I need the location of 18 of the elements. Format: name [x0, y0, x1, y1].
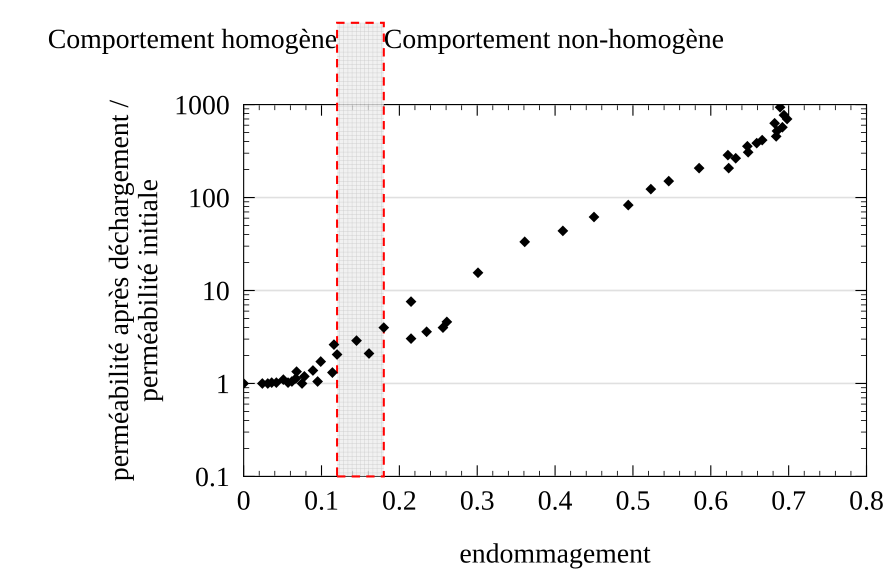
x-tick-label: 0.4: [538, 491, 572, 510]
y-tick-label: 1: [218, 374, 228, 394]
y-tick-label: 0.1: [196, 468, 228, 486]
y-axis-title: perméabilité après déchargement / perméabilité initiale: [108, 100, 164, 481]
y-tick-label: 10: [204, 282, 229, 300]
x-tick-label: 0: [238, 491, 250, 510]
x-tick-label: 0.5: [616, 491, 650, 510]
x-tick-label: 0.1: [305, 491, 338, 510]
x-axis-title: endommagement: [460, 543, 651, 569]
x-tick-label: 0.2: [383, 491, 416, 510]
x-tick-label: 0.7: [772, 491, 806, 510]
text: Comportement homogène: [48, 28, 336, 54]
text: Comportement non-homogène: [384, 28, 724, 54]
y-tick-label: 100: [190, 188, 229, 208]
x-tick-label: 0.8: [850, 491, 883, 510]
x-tick-label: 0.6: [694, 491, 728, 510]
x-tick-label: 0.3: [460, 491, 494, 510]
y-tick-label: 1000: [176, 96, 229, 114]
